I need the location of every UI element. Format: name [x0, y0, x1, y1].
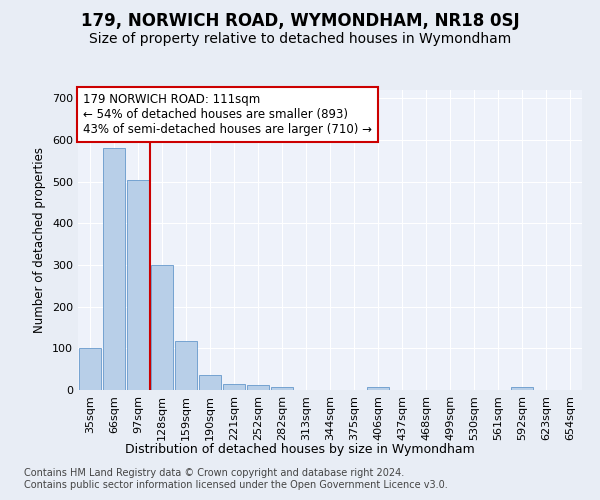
- Bar: [103, 148, 125, 390]
- Y-axis label: Number of detached properties: Number of detached properties: [34, 147, 46, 333]
- Text: 179, NORWICH ROAD, WYMONDHAM, NR18 0SJ: 179, NORWICH ROAD, WYMONDHAM, NR18 0SJ: [80, 12, 520, 30]
- Text: Contains HM Land Registry data © Crown copyright and database right 2024.
Contai: Contains HM Land Registry data © Crown c…: [24, 468, 448, 490]
- Bar: [199, 374, 221, 390]
- Bar: [367, 386, 389, 390]
- Text: 179 NORWICH ROAD: 111sqm
← 54% of detached houses are smaller (893)
43% of semi-: 179 NORWICH ROAD: 111sqm ← 54% of detach…: [83, 93, 372, 136]
- Text: Distribution of detached houses by size in Wymondham: Distribution of detached houses by size …: [125, 442, 475, 456]
- Text: Size of property relative to detached houses in Wymondham: Size of property relative to detached ho…: [89, 32, 511, 46]
- Bar: [511, 387, 533, 390]
- Bar: [79, 348, 101, 390]
- Bar: [151, 265, 173, 390]
- Bar: [247, 385, 269, 390]
- Bar: [271, 387, 293, 390]
- Bar: [223, 384, 245, 390]
- Bar: [175, 341, 197, 390]
- Bar: [127, 180, 149, 390]
